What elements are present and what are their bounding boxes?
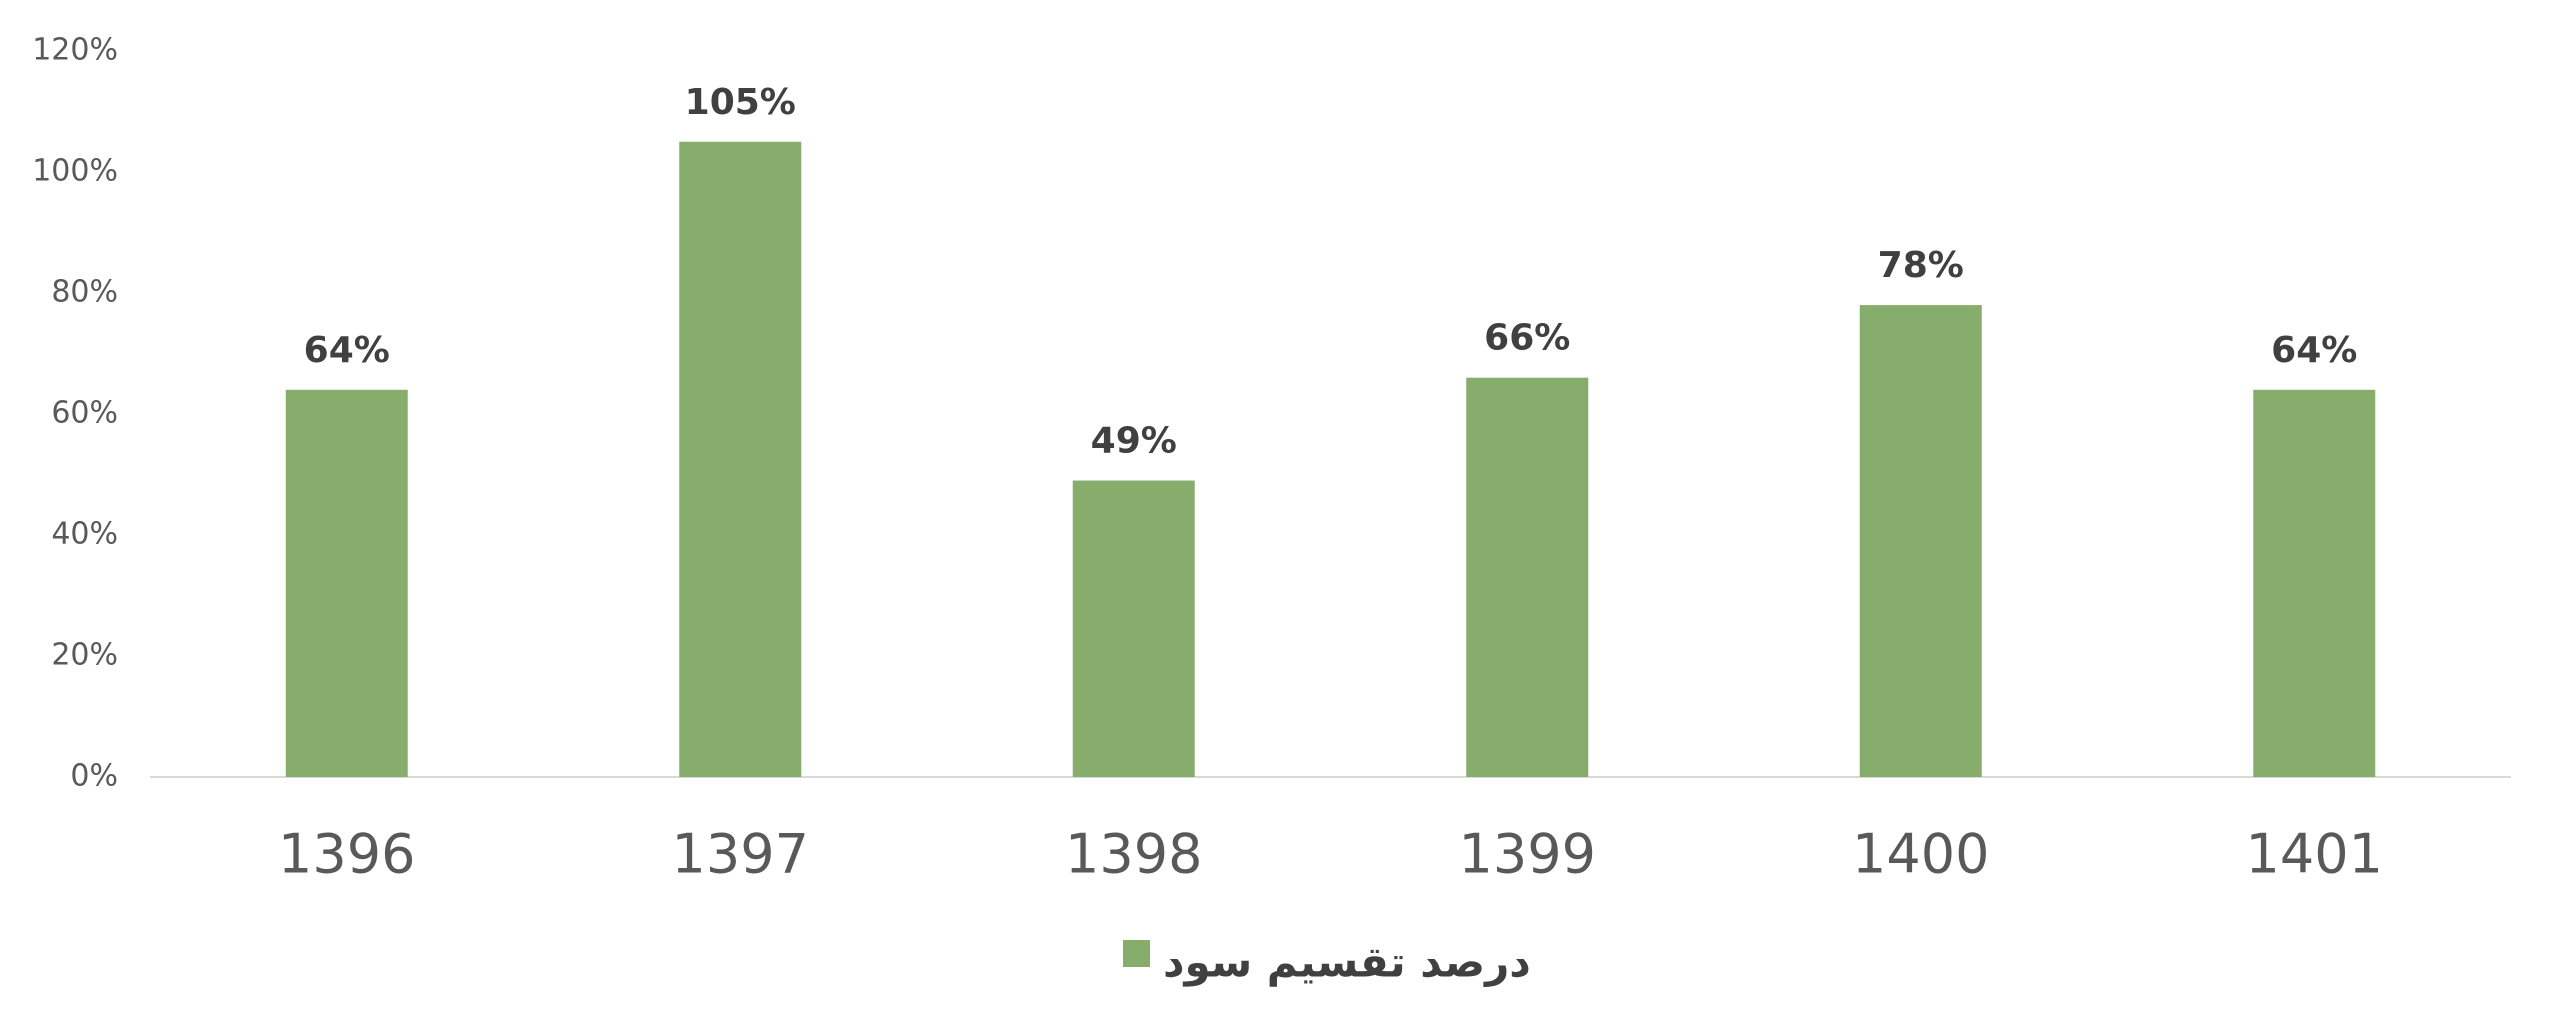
x-tick-label: 1399 [1459,823,1596,886]
legend-swatch [1123,940,1150,967]
x-tick-label: 1401 [2246,823,2383,886]
y-tick-label: 40% [51,517,118,552]
x-tick-label: 1398 [1065,823,1202,886]
y-tick-label: 80% [51,275,118,310]
y-tick-label: 120% [32,33,118,68]
value-label: 66% [1484,318,1570,359]
value-label: 105% [685,82,796,123]
bar [1466,377,1589,777]
legend-label: درصد تقسیم سود [1163,938,1531,988]
value-label: 64% [2271,330,2357,371]
bar [285,389,408,777]
bar [1072,480,1195,777]
value-label: 49% [1091,421,1177,462]
bar [679,141,802,777]
value-label: 64% [304,330,390,371]
value-label: 78% [1878,245,1964,286]
x-tick-label: 1397 [672,823,809,886]
y-tick-label: 20% [51,638,118,673]
x-tick-label: 1400 [1852,823,1989,886]
y-tick-label: 100% [32,154,118,189]
bar [1859,305,1982,777]
y-tick-label: 60% [51,396,118,431]
y-tick-label: 0% [70,759,118,794]
bar [2253,389,2376,777]
x-tick-label: 1396 [278,823,415,886]
